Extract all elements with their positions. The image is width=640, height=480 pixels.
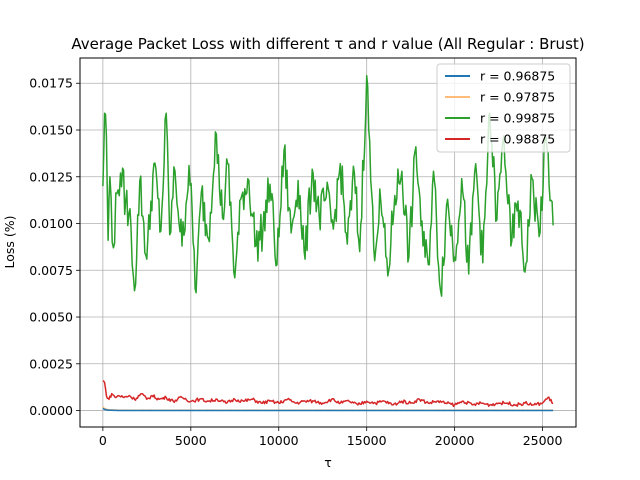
y-tick-label: 0.0000 bbox=[29, 403, 73, 418]
y-tick-label: 0.0100 bbox=[29, 216, 73, 231]
y-tick-label: 0.0125 bbox=[29, 169, 73, 184]
y-tick-label: 0.0050 bbox=[29, 310, 73, 325]
chart-title: Average Packet Loss with different τ and… bbox=[71, 35, 584, 53]
x-axis-title: τ bbox=[324, 455, 332, 470]
y-tick-label: 0.0075 bbox=[29, 263, 73, 278]
legend-label: r = 0.97875 bbox=[480, 90, 555, 105]
legend-label: r = 0.99875 bbox=[480, 111, 555, 126]
y-tick-label: 0.0175 bbox=[29, 76, 73, 91]
y-tick-label: 0.0025 bbox=[29, 356, 73, 371]
legend-label: r = 0.96875 bbox=[480, 69, 555, 84]
x-tick-label: 0 bbox=[99, 433, 107, 448]
x-tick-label: 25000 bbox=[523, 433, 563, 448]
x-tick-label: 20000 bbox=[435, 433, 475, 448]
y-axis-ticks: 0.0000 0.0025 0.0050 0.0075 0.0100 0.0125 0.01… bbox=[29, 76, 80, 418]
x-tick-label: 15000 bbox=[347, 433, 387, 448]
series-line bbox=[102, 380, 554, 408]
plot-lines bbox=[102, 75, 554, 412]
series-line bbox=[102, 75, 554, 297]
series-line bbox=[102, 407, 554, 412]
y-tick-label: 0.0150 bbox=[29, 123, 73, 138]
legend: r = 0.96875 r = 0.97875 r = 0.99875 r = 0.9… bbox=[436, 63, 571, 153]
y-axis-title: Loss (%) bbox=[2, 215, 17, 268]
legend-label: r = 0.98875 bbox=[480, 132, 555, 147]
x-tick-label: 10000 bbox=[259, 433, 299, 448]
x-tick-label: 5000 bbox=[175, 433, 207, 448]
plot-area-frame bbox=[79, 57, 577, 428]
legend-box bbox=[436, 63, 571, 153]
x-axis-ticks: 0 5000 10000 15000 20000 25000 bbox=[99, 427, 563, 448]
